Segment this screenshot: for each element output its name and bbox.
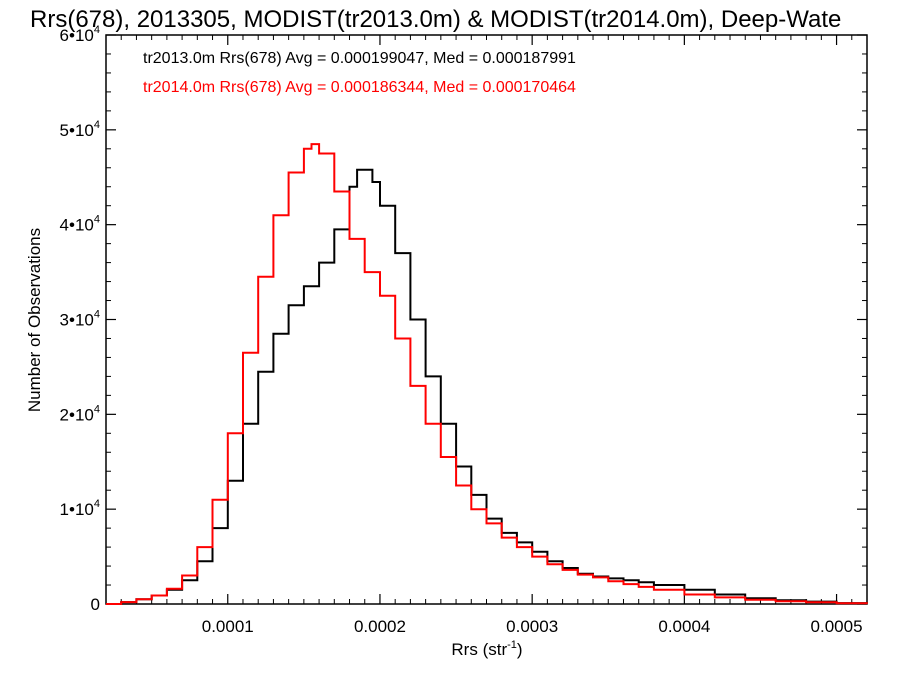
y-tick-label-sup: 4: [94, 214, 100, 226]
y-tick-label-base: 6•10: [60, 26, 94, 45]
x-tick-label: 0.0003: [506, 617, 558, 636]
y-tick-label: 3•104: [60, 309, 100, 330]
x-tick-label: 0.0001: [202, 617, 254, 636]
y-tick-label-base: 4•10: [60, 216, 94, 235]
y-tick-label-sup: 4: [94, 403, 100, 415]
y-tick-label: 0: [91, 595, 100, 614]
y-tick-label: 4•104: [60, 214, 100, 235]
legend: tr2013.0m Rrs(678) Avg = 0.000199047, Me…: [143, 50, 576, 96]
x-axis-ticks: 0.0001 0.0002 0.0003 0.0004 0.0005: [120, 35, 868, 636]
legend-entry: tr2014.0m Rrs(678) Avg = 0.000186344, Me…: [143, 79, 576, 96]
series-line-1: [106, 143, 868, 605]
y-tick-label-base: 0: [91, 595, 100, 614]
y-tick-label-sup: 4: [94, 498, 100, 510]
series-layer: [106, 143, 868, 605]
chart-title: Rrs(678), 2013305, MODIST(tr2013.0m) & M…: [30, 6, 841, 33]
x-tick-label: 0.0005: [811, 617, 863, 636]
y-tick-label: 5•104: [60, 119, 100, 140]
x-tick-label: 0.0004: [658, 617, 710, 636]
series-line-0: [106, 168, 868, 605]
y-tick-label-base: 3•10: [60, 311, 94, 330]
x-axis-label-base: Rrs (str: [451, 640, 507, 659]
y-tick-label-sup: 4: [94, 24, 100, 36]
y-tick-label-base: 5•10: [60, 121, 94, 140]
x-axis-label-end: ): [517, 640, 523, 659]
x-axis-label: Rrs (str-1): [451, 639, 522, 659]
y-tick-label-base: 2•10: [60, 405, 94, 424]
x-axis-label-sup: -1: [507, 639, 517, 651]
legend-entry: tr2013.0m Rrs(678) Avg = 0.000199047, Me…: [143, 50, 576, 67]
y-tick-label: 1•104: [60, 498, 100, 519]
y-tick-label: 6•104: [60, 24, 100, 45]
x-tick-label: 0.0002: [354, 617, 406, 636]
y-tick-label-sup: 4: [94, 119, 100, 131]
y-tick-label: 2•104: [60, 403, 100, 424]
y-tick-label-base: 1•10: [60, 500, 94, 519]
y-axis-label: Number of Observations: [25, 228, 44, 412]
y-tick-label-sup: 4: [94, 309, 100, 321]
